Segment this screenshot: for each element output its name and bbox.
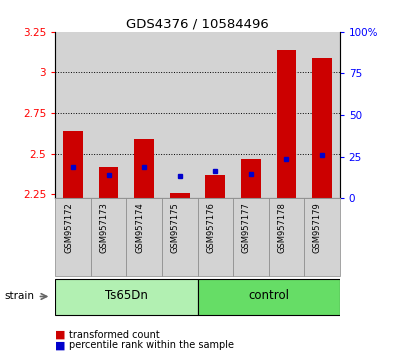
Text: GSM957178: GSM957178: [277, 202, 286, 253]
Bar: [198, 279, 340, 315]
Text: GSM957176: GSM957176: [206, 202, 215, 253]
Text: Ts65Dn: Ts65Dn: [105, 289, 148, 302]
Text: GSM957172: GSM957172: [64, 202, 73, 253]
Text: control: control: [248, 289, 289, 302]
Bar: [55, 198, 91, 276]
Bar: [269, 32, 304, 198]
Text: GSM957179: GSM957179: [313, 202, 322, 253]
Bar: [55, 279, 198, 315]
Text: GSM957175: GSM957175: [171, 202, 180, 253]
Bar: [126, 32, 162, 198]
Bar: [162, 198, 198, 276]
Bar: [91, 32, 126, 198]
Bar: [198, 198, 233, 276]
Bar: [233, 32, 269, 198]
Text: ■: ■: [55, 330, 66, 339]
Bar: [241, 159, 261, 198]
Text: strain: strain: [4, 291, 34, 302]
Bar: [162, 32, 198, 198]
Bar: [205, 175, 225, 198]
Bar: [99, 167, 118, 198]
Bar: [170, 193, 190, 198]
Bar: [276, 50, 296, 198]
Bar: [304, 32, 340, 198]
Bar: [126, 198, 162, 276]
Text: GSM957177: GSM957177: [242, 202, 251, 253]
Text: transformed count: transformed count: [69, 330, 160, 339]
Text: ■: ■: [55, 340, 66, 350]
Bar: [233, 198, 269, 276]
Bar: [55, 32, 91, 198]
Bar: [134, 139, 154, 198]
Bar: [63, 131, 83, 198]
Bar: [304, 198, 340, 276]
Text: GSM957173: GSM957173: [100, 202, 109, 253]
Text: percentile rank within the sample: percentile rank within the sample: [69, 340, 234, 350]
Bar: [198, 32, 233, 198]
Bar: [312, 58, 332, 198]
Title: GDS4376 / 10584496: GDS4376 / 10584496: [126, 18, 269, 31]
Text: GSM957174: GSM957174: [135, 202, 144, 253]
Bar: [269, 198, 304, 276]
Bar: [91, 198, 126, 276]
